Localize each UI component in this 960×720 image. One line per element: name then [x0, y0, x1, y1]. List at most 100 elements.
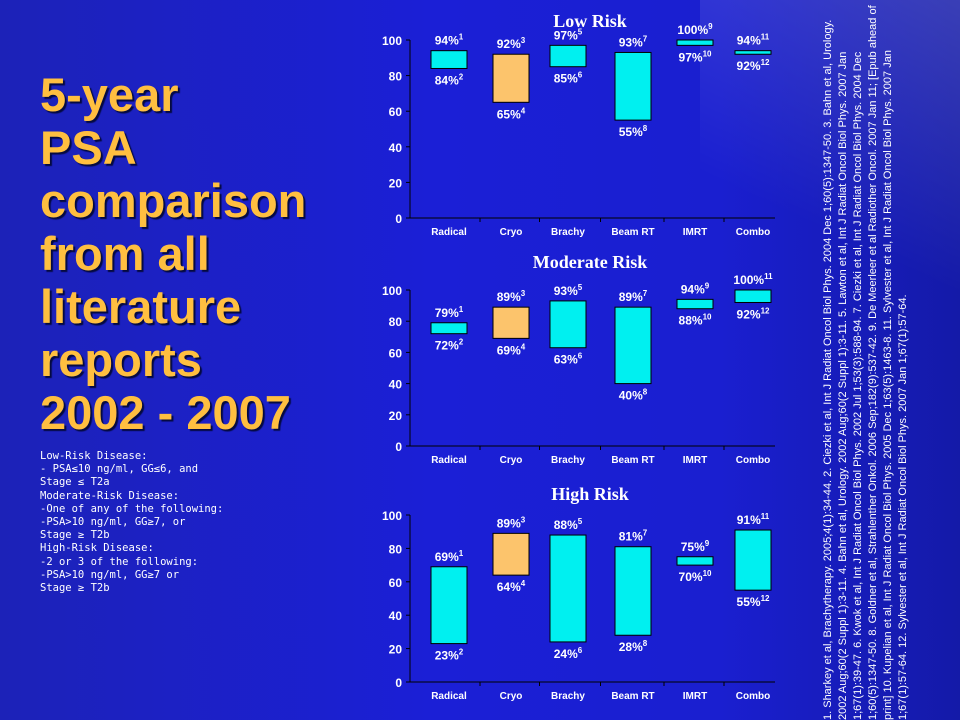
bar-high-label: 89%3 [497, 515, 526, 530]
range-bar [734, 289, 772, 303]
y-tick-label: 100 [382, 284, 402, 298]
bar-high-label: 79%1 [435, 305, 464, 320]
range-bar [734, 50, 772, 55]
bar-high-label: 91%11 [737, 512, 770, 527]
bar-low-label: 55%12 [737, 594, 770, 609]
y-tick-label: 60 [389, 346, 403, 360]
y-tick-label: 40 [389, 141, 403, 155]
x-tick-label: IMRT [683, 227, 707, 238]
title-line: 5-year [40, 68, 179, 121]
range-bar [676, 556, 714, 566]
bar-high-label: 93%5 [554, 283, 583, 298]
bar-low-label: 24%6 [554, 646, 583, 661]
definition-line: -2 or 3 of the following: [40, 555, 199, 568]
range-bar [614, 306, 652, 385]
range-bar [734, 529, 772, 591]
title-line: literature [40, 280, 242, 333]
y-tick-label: 0 [395, 676, 402, 690]
definition-line: -One of any of the following: [40, 502, 224, 515]
y-tick-label: 100 [382, 509, 402, 523]
definition-line: Low-Risk Disease: [40, 450, 148, 462]
bar-low-label: 92%12 [737, 306, 770, 321]
y-tick-label: 40 [389, 609, 403, 623]
y-tick-label: 60 [389, 576, 403, 590]
bar-high-label: 94%1 [435, 33, 464, 48]
title-line: from all [40, 227, 210, 280]
bar-high-label: 100%11 [733, 272, 773, 287]
bar-low-label: 84%2 [435, 72, 464, 87]
bar-high-label: 69%1 [435, 549, 464, 564]
references-text: 1. Sharkey et al, Brachytherapy. 2005;4(… [822, 5, 909, 720]
range-bar [549, 300, 587, 349]
title-line: reports [40, 333, 202, 386]
bar-low-label: 23%2 [435, 648, 464, 663]
definition-line: -PSA>10 ng/ml, GG≥7 or [40, 568, 180, 581]
bar-low-label: 70%10 [679, 569, 712, 584]
definition-line: - PSA≤10 ng/ml, GG≤6, and [40, 463, 199, 476]
y-tick-label: 80 [389, 70, 403, 84]
bar-high-label: 75%9 [681, 539, 710, 554]
x-tick-label: Brachy [551, 455, 585, 466]
bar-low-label: 64%4 [497, 579, 526, 594]
chart-title: Moderate Risk [533, 252, 647, 272]
x-tick-label: Brachy [551, 691, 585, 702]
x-tick-label: Radical [431, 227, 467, 238]
x-tick-label: Beam RT [611, 227, 654, 238]
chart-title: High Risk [551, 484, 629, 504]
definition-line: -PSA>10 ng/ml, GG≥7, or [40, 516, 186, 529]
x-tick-label: Brachy [551, 227, 585, 238]
y-tick-label: 0 [395, 212, 402, 226]
x-tick-label: Beam RT [611, 691, 654, 702]
bar-low-label: 97%10 [679, 49, 712, 64]
definition-line: Moderate-Risk Disease: [40, 489, 180, 502]
x-tick-label: IMRT [683, 691, 707, 702]
range-bar [549, 44, 587, 68]
risk-definitions: Low-Risk Disease: - PSA≤10 ng/ml, GG≤6, … [40, 450, 270, 595]
definition-line: Stage ≤ T2a [40, 476, 110, 489]
range-bar [430, 322, 468, 335]
x-tick-label: Combo [736, 227, 770, 238]
range-bar [430, 566, 468, 645]
y-tick-label: 60 [389, 105, 403, 119]
y-tick-label: 40 [389, 378, 403, 392]
definition-line: Stage ≥ T2b [40, 529, 110, 542]
y-tick-label: 100 [382, 34, 402, 48]
bar-low-label: 55%8 [619, 124, 648, 139]
range-bar [492, 53, 530, 103]
chart-title: Low Risk [553, 11, 627, 31]
definition-line: Stage ≥ T2b [40, 582, 110, 595]
range-bar [676, 298, 714, 310]
y-tick-label: 20 [389, 176, 403, 190]
bar-high-label: 93%7 [619, 34, 648, 49]
x-tick-label: Combo [736, 691, 770, 702]
bar-high-label: 81%7 [619, 529, 648, 544]
range-bar [492, 306, 530, 339]
range-bar [492, 532, 530, 576]
bar-high-label: 97%5 [554, 27, 583, 42]
x-tick-label: Combo [736, 455, 770, 466]
bar-low-label: 63%6 [554, 352, 583, 367]
y-tick-label: 0 [395, 440, 402, 454]
y-tick-label: 80 [389, 315, 403, 329]
bar-low-label: 92%12 [737, 58, 770, 73]
bar-high-label: 92%3 [497, 36, 526, 51]
title-line: PSA [40, 121, 137, 174]
bar-low-label: 40%8 [619, 388, 648, 403]
bar-low-label: 72%2 [435, 338, 464, 353]
range-bar [549, 534, 587, 643]
bar-low-label: 65%4 [497, 106, 526, 121]
x-tick-label: Beam RT [611, 455, 654, 466]
slide-title: 5-year PSA comparison from all literatur… [40, 68, 340, 439]
bar-low-label: 88%10 [679, 313, 712, 328]
title-line: comparison [40, 174, 307, 227]
bar-high-label: 89%3 [497, 289, 526, 304]
x-tick-label: Cryo [500, 691, 523, 702]
range-bar [614, 51, 652, 121]
x-tick-label: Cryo [500, 455, 523, 466]
bar-low-label: 69%4 [497, 342, 526, 357]
range-bar [676, 39, 714, 46]
y-tick-label: 20 [389, 643, 403, 657]
title-line: 2002 - 2007 [40, 386, 291, 439]
bar-high-label: 100%9 [677, 22, 713, 37]
